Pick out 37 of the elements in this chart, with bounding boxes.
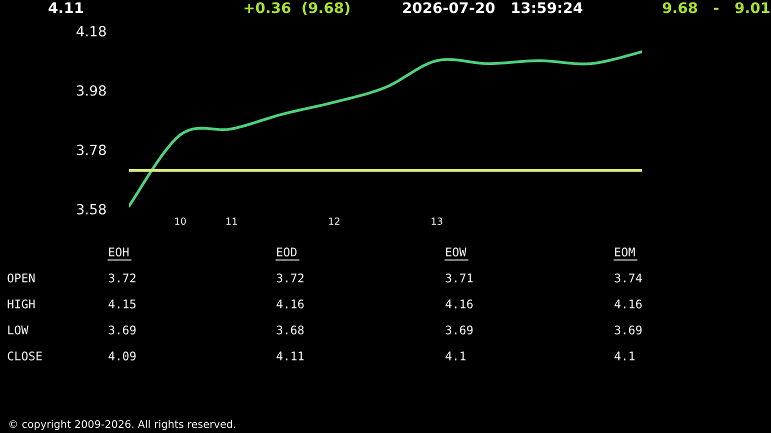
text: LOW (8, 326, 28, 334)
y-tick-label: 3.58 (76, 204, 106, 214)
x-tick-label: 10 (175, 218, 186, 225)
text: 4.15 (108, 300, 136, 308)
text: EOW (446, 248, 466, 256)
text: +0.36 (9.68) (244, 2, 350, 15)
text: 3.69 (108, 326, 136, 334)
x-tick-label: 11 (226, 218, 237, 225)
text: 4.1 (446, 352, 466, 360)
x-tick-label: 13 (432, 218, 442, 225)
text: 4.11 (48, 2, 83, 14)
text: 4.16 (276, 300, 304, 308)
text: EOM (615, 248, 635, 256)
text: 3.72 (108, 274, 136, 282)
text: 3.69 (446, 326, 473, 334)
y-tick-label: 4.18 (76, 26, 106, 36)
text: EOH (109, 248, 129, 256)
text: EOD (277, 248, 297, 256)
text: 4.1 (614, 352, 635, 360)
text: 4.16 (614, 300, 642, 308)
text: 3.72 (276, 274, 304, 282)
text: HIGH (8, 300, 35, 308)
text: 4.09 (108, 352, 136, 360)
text: OPEN (8, 274, 35, 282)
text: © copyright 2009-2026. All rights reserved. (9, 420, 236, 430)
text: 9.68 - 9.01 (662, 2, 770, 14)
text: 4.16 (446, 300, 473, 308)
x-tick-label: 12 (329, 218, 340, 225)
y-tick-label: 3.98 (76, 85, 106, 96)
text: 4.11 (276, 352, 304, 360)
text: 3.74 (614, 274, 642, 282)
text: 3.71 (446, 274, 473, 282)
y-tick-label: 3.78 (76, 144, 106, 156)
text: 2026-07-20 13:59:24 (403, 2, 582, 14)
text: 3.68 (276, 326, 304, 334)
text: 3.69 (614, 326, 642, 334)
text: CLOSE (8, 352, 42, 360)
